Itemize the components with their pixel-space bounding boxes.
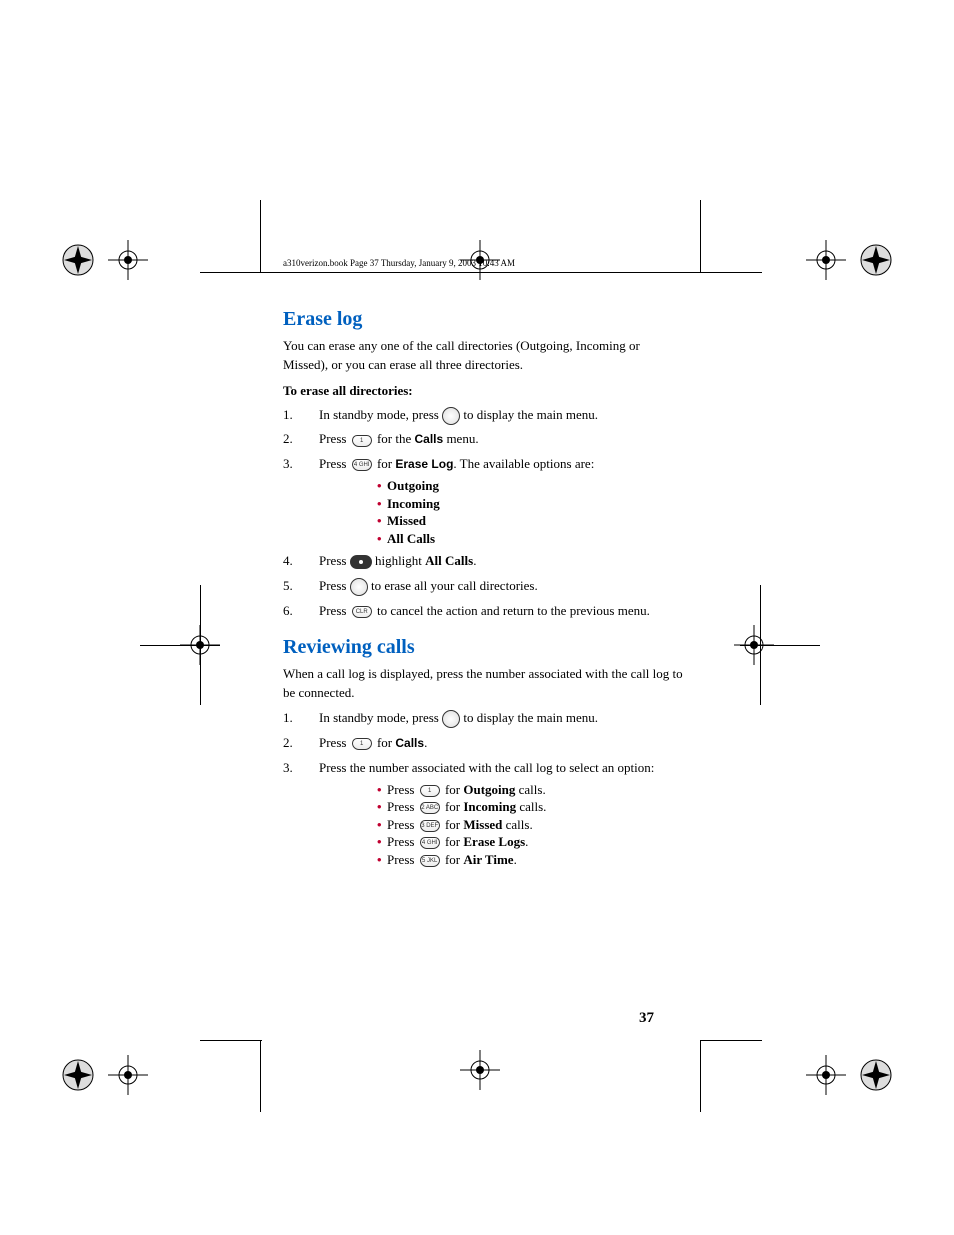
compass-icon (858, 1057, 894, 1093)
key-icon: 5 JKL (420, 855, 440, 867)
crop-frame (260, 200, 261, 272)
page-body: a310verizon.book Page 37 Thursday, Janua… (283, 258, 683, 872)
crop-frame (140, 645, 220, 646)
compass-icon (60, 242, 96, 278)
book-header: a310verizon.book Page 37 Thursday, Janua… (283, 258, 683, 268)
step-item: In standby mode, press to display the ma… (283, 405, 683, 426)
crop-frame (760, 585, 761, 705)
nav-key-icon (350, 555, 372, 569)
option-item: Press 2 ABC for Incoming calls. (377, 798, 683, 816)
option-item: Outgoing (377, 477, 683, 495)
options-list: Outgoing Incoming Missed All Calls (377, 477, 683, 547)
step-item: Press 1 for the Calls menu. (283, 429, 683, 450)
crop-frame (700, 272, 762, 273)
option-item: Press 5 JKL for Air Time. (377, 851, 683, 869)
options-list: Press 1 for Outgoing calls.Press 2 ABC f… (377, 781, 683, 869)
ok-key-icon (442, 407, 460, 425)
crop-mark-top-right (806, 240, 894, 280)
crop-frame (200, 585, 201, 705)
subhead: To erase all directories: (283, 383, 683, 399)
crop-frame (700, 1040, 701, 1112)
section-title-reviewing-calls: Reviewing calls (283, 636, 683, 659)
crop-mark-bottom-right (806, 1055, 894, 1095)
crosshair-icon (460, 1050, 500, 1090)
crop-frame (740, 645, 820, 646)
crop-frame (260, 1040, 261, 1112)
intro-text: You can erase any one of the call direct… (283, 337, 683, 375)
crosshair-icon (806, 1055, 846, 1095)
option-item: Press 1 for Outgoing calls. (377, 781, 683, 799)
step-item: Press highlight All Calls. (283, 551, 683, 572)
step-item: In standby mode, press to display the ma… (283, 708, 683, 729)
step-item: Press the number associated with the cal… (283, 758, 683, 869)
crop-mark-top-left (60, 240, 148, 280)
crop-mark-bottom-left (60, 1055, 148, 1095)
ok-key-icon (350, 578, 368, 596)
steps-list-2: In standby mode, press to display the ma… (283, 708, 683, 868)
option-item: Press 3 DEF for Missed calls. (377, 816, 683, 834)
crosshair-icon (108, 240, 148, 280)
key-icon: 4 GHI (420, 837, 440, 849)
step-item: Press CLR to cancel the action and retur… (283, 601, 683, 622)
crop-mark-right (734, 625, 774, 670)
crop-frame (200, 272, 262, 273)
key-icon: 2 ABC (420, 802, 440, 814)
ok-key-icon (442, 710, 460, 728)
key-4-icon: 4 GHI (352, 459, 372, 471)
intro-text: When a call log is displayed, press the … (283, 665, 683, 703)
crop-frame (700, 200, 701, 272)
compass-icon (60, 1057, 96, 1093)
key-icon: 3 DEF (420, 820, 440, 832)
page-number: 37 (639, 1010, 654, 1027)
compass-icon (858, 242, 894, 278)
key-icon: 1 (420, 785, 440, 797)
steps-list-1: In standby mode, press to display the ma… (283, 405, 683, 622)
option-item: All Calls (377, 530, 683, 548)
section-title-erase-log: Erase log (283, 308, 683, 331)
clr-key-icon: CLR (352, 606, 372, 618)
crop-frame (700, 1040, 762, 1041)
crosshair-icon (806, 240, 846, 280)
step-item: Press 4 GHI for Erase Log. The available… (283, 454, 683, 547)
step-item: Press 1 for Calls. (283, 733, 683, 754)
option-item: Press 4 GHI for Erase Logs. (377, 833, 683, 851)
option-item: Incoming (377, 495, 683, 513)
step-item: Press to erase all your call directories… (283, 576, 683, 597)
key-1-icon: 1 (352, 435, 372, 447)
key-1-icon: 1 (352, 738, 372, 750)
option-item: Missed (377, 512, 683, 530)
crop-mark-bottom-center (460, 1050, 500, 1095)
crop-frame (200, 1040, 262, 1041)
crosshair-icon (108, 1055, 148, 1095)
